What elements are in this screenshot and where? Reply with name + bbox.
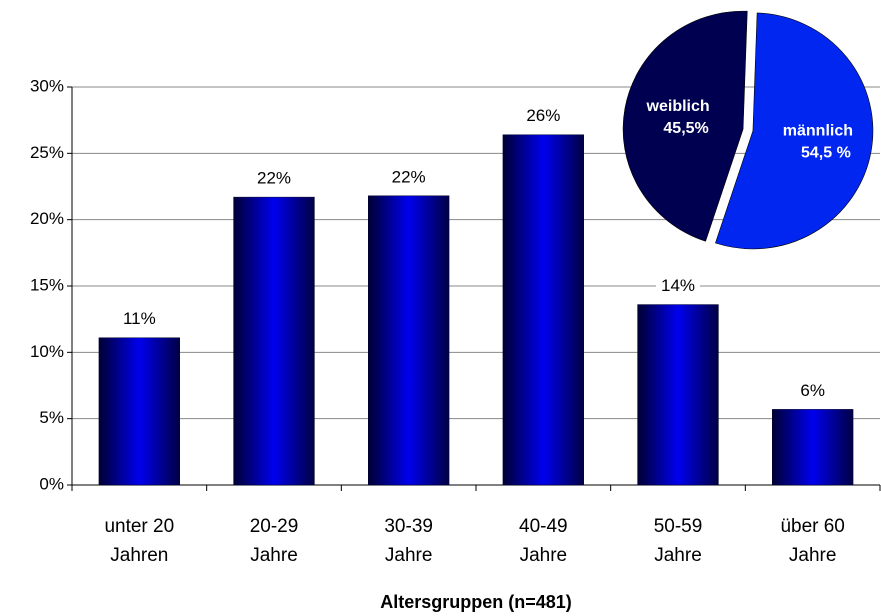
- value-label: 26%: [526, 106, 560, 125]
- value-label: 22%: [257, 169, 291, 188]
- slice-value-label: 45,5%: [663, 120, 708, 137]
- y-tick-label: 5%: [39, 408, 64, 427]
- bar: [368, 195, 450, 486]
- y-tick-label: 20%: [30, 209, 64, 228]
- x-tick-label: Jahre: [520, 545, 568, 566]
- bar: [637, 304, 719, 486]
- value-label-bg: [790, 381, 835, 402]
- x-tick-label: über 60: [780, 516, 844, 537]
- x-tick-label: Jahren: [110, 545, 168, 566]
- value-label-bg: [656, 276, 700, 297]
- bar: [502, 134, 584, 486]
- value-label: 22%: [392, 167, 426, 186]
- x-tick-label: 30-39: [384, 516, 433, 537]
- x-tick-label: 50-59: [654, 516, 703, 537]
- x-tick-label: Jahre: [250, 545, 298, 566]
- slice-value-label: 54,5 %: [801, 144, 851, 161]
- y-tick-label: 10%: [30, 342, 64, 361]
- x-tick-label: Jahre: [385, 545, 433, 566]
- x-tick-label: 40-49: [519, 516, 568, 537]
- x-axis-title: Altersgruppen (n=481): [380, 592, 572, 612]
- value-label: 14%: [661, 276, 695, 295]
- value-label-bg: [386, 167, 431, 188]
- value-label-bg: [521, 106, 566, 127]
- value-label-bg: [252, 169, 296, 190]
- bar: [98, 337, 180, 486]
- x-tick-label: Jahre: [789, 545, 837, 566]
- bar: [233, 196, 315, 486]
- x-tick-label: 20-29: [250, 516, 299, 537]
- value-label: 11%: [123, 309, 156, 328]
- slice-label: männlich: [783, 122, 853, 139]
- x-tick-label: Jahre: [654, 545, 702, 566]
- y-tick-label: 15%: [30, 275, 64, 294]
- slice-label: weiblich: [646, 98, 710, 115]
- y-tick-label: 30%: [30, 76, 64, 95]
- value-label-bg: [117, 309, 162, 330]
- bar: [772, 409, 854, 486]
- y-tick-label: 0%: [39, 474, 64, 493]
- value-label: 6%: [800, 381, 825, 400]
- y-tick-label: 25%: [30, 143, 64, 162]
- pie-slice: [715, 12, 874, 250]
- x-tick-label: unter 20: [104, 516, 174, 537]
- pie-slice: [622, 10, 748, 242]
